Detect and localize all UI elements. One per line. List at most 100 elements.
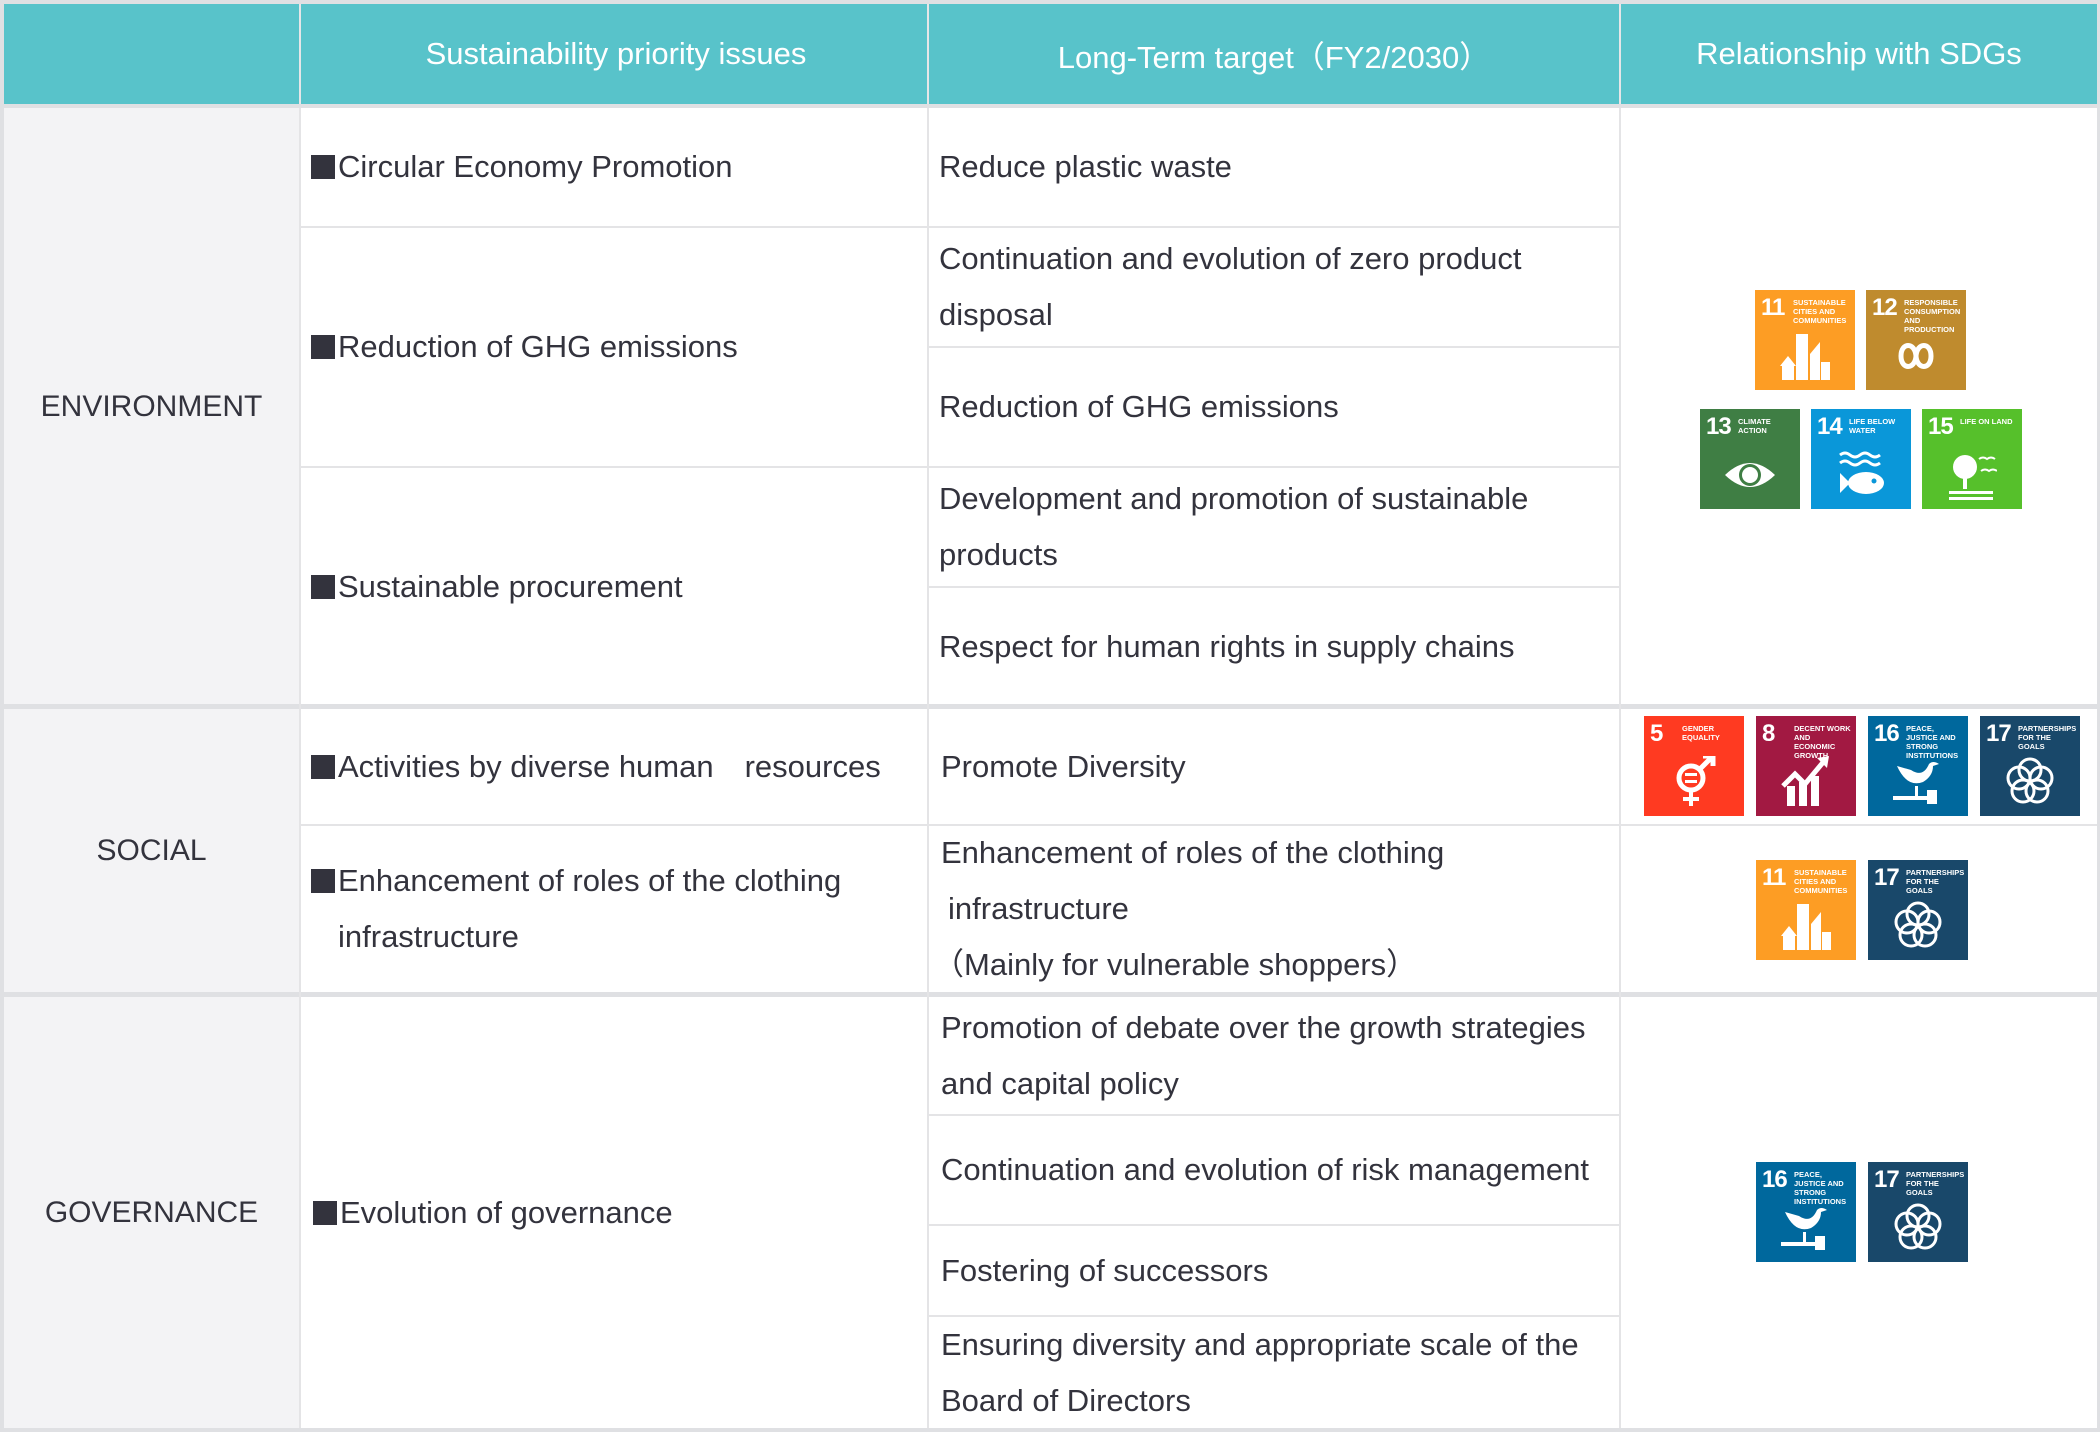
section-divider [4,704,2097,709]
target-sustainable-products: Development and promotion of sustainable… [939,481,1529,572]
header-bottom-border [4,104,2097,108]
sdg-number: 8 [1762,720,1775,747]
square-bullet-icon [313,1200,337,1225]
sdg-tile-5: 5 Gender equality [1644,716,1744,816]
issue-ghg-reduction: Reduction of GHG emissions [301,228,927,466]
sdg-tile-13: 13 Climate action [1700,409,1800,509]
row-divider [301,466,1619,468]
sdg-tile-17: 17 Partnerships for the goals [1980,716,2080,816]
sdg-tile-16: 16 Peace, justice and strong institutions [1756,1162,1856,1262]
sdg-number: 17 [1874,864,1900,891]
sdg-label: Decent work and economic growth [1794,724,1851,760]
sdg-label: Gender equality [1682,724,1720,742]
header-cell-sdgs: Relationship with SDGs [1621,4,2097,104]
sdg-tile-14: 14 Life below water [1811,409,1911,509]
sdg-label: Partnerships for the goals [1906,1170,1965,1197]
target-growth-strategy-debate: Promotion of debate over the growth stra… [941,1009,1586,1101]
sdg-tile-16: 16 Peace, justice and strong institutions [1868,716,1968,816]
sdg-number: 5 [1650,720,1663,747]
square-bullet-icon [311,155,335,179]
row-divider [301,226,1619,228]
rings-icon [1894,901,1942,948]
header-cell-issues: Sustainability priority issues [301,4,931,104]
sdg-label: Partnerships for the goals [2018,724,2077,751]
sdg-label: Peace, justice and strong institutions [1906,724,1959,760]
rings-icon [2006,757,2054,804]
gender-icon [1676,756,1716,806]
sdg-number: 16 [1874,720,1900,747]
rings-icon [1894,1203,1942,1250]
growth-chart-icon [1781,756,1829,806]
eye-globe-icon [1725,463,1775,487]
section-divider [4,992,2097,997]
target-reduce-plastic: Reduce plastic waste [939,149,1232,184]
row-divider [301,824,2097,826]
column-divider [927,108,929,1428]
sdg-label: Sustainable cities and communities [1793,298,1847,325]
dove-gavel-icon [1893,762,1939,804]
issue-sustainable-procurement: Sustainable procurement [301,468,927,706]
city-icon [1780,334,1830,380]
sdg-tile-17: 17 Partnerships for the goals [1868,1162,1968,1262]
sdg-tile-11: 11 Sustainable cities and communities [1756,860,1856,960]
category-social: SOCIAL [4,709,299,992]
category-environment: ENVIRONMENT [4,108,299,706]
sdg-number: 11 [1761,294,1785,321]
row-divider [929,1114,1619,1116]
sdg-tile-17: 17 Partnerships for the goals [1868,860,1968,960]
issue-diverse-human-resources: Activities by diverse human resources [301,709,927,824]
infinity-icon [1898,343,1934,369]
target-zero-disposal: Continuation and evolution of zero produ… [939,241,1522,332]
sdg-number: 17 [1874,1166,1900,1193]
square-bullet-icon [311,754,335,779]
target-clothing-infrastructure: Enhancement of roles of the clothing inf… [933,835,1445,982]
header-cell-category [4,4,299,104]
city-icon [1781,904,1831,950]
sdg-label: Partnerships for the goals [1906,868,1965,895]
sdg-number: 16 [1762,1166,1788,1193]
sdg-tile-11: 11 Sustainable cities and communities [1755,290,1855,390]
header-divider [299,4,301,104]
sdg-number: 12 [1872,294,1898,321]
row-divider [929,586,1619,588]
square-bullet-icon [311,869,335,893]
sdg-number: 11 [1762,864,1786,891]
category-governance: GOVERNANCE [4,997,299,1428]
sdg-number: 13 [1706,413,1732,440]
dove-gavel-icon [1781,1208,1827,1250]
issue-circular-economy: Circular Economy Promotion [301,108,927,226]
square-bullet-icon [311,335,335,359]
issue-clothing-infrastructure: Enhancement of roles of the clothing inf… [301,826,927,992]
sdg-number: 17 [1986,720,2012,747]
sdg-label: Sustainable cities and communities [1794,868,1848,895]
target-fostering-successors: Fostering of successors [941,1252,1269,1288]
sdg-label: Responsible consumption and production [1904,298,1961,334]
column-divider [1619,108,1621,1428]
square-bullet-icon [311,575,335,599]
sdg-tile-15: 15 Life on land [1922,409,2022,509]
sdg-label: Life on land [1960,417,2013,426]
sdg-label: Climate action [1738,417,1771,435]
sdg-tile-8: 8 Decent work and economic growth [1756,716,1856,816]
row-divider [929,1224,1619,1226]
target-risk-management: Continuation and evolution of risk manag… [941,1152,1589,1187]
header-divider [1619,4,1621,104]
row-divider [929,346,1619,348]
target-promote-diversity: Promote Diversity [941,748,1186,784]
sdg-label: Life below water [1849,417,1896,435]
sdg-label: Peace, justice and strong institutions [1794,1170,1847,1206]
target-human-rights: Respect for human rights in supply chain… [939,629,1515,664]
header-cell-targets: Long-Term target（FY2/2030） [929,4,1619,104]
column-divider [299,108,301,1428]
sdg-number: 15 [1928,413,1954,440]
target-board-diversity: Ensuring diversity and appropriate scale… [941,1326,1579,1418]
sdg-tile-12: 12 Responsible consumption and production [1866,290,1966,390]
row-divider [929,1315,1619,1317]
fish-icon [1839,451,1884,494]
tree-icon [1949,455,1997,500]
header-divider [927,4,929,104]
issue-evolution-governance: Evolution of governance [301,997,927,1428]
sustainability-table: Sustainability priority issues Long-Term… [4,4,2097,1428]
sdg-number: 14 [1817,413,1843,440]
target-ghg-reduction: Reduction of GHG emissions [939,389,1339,424]
